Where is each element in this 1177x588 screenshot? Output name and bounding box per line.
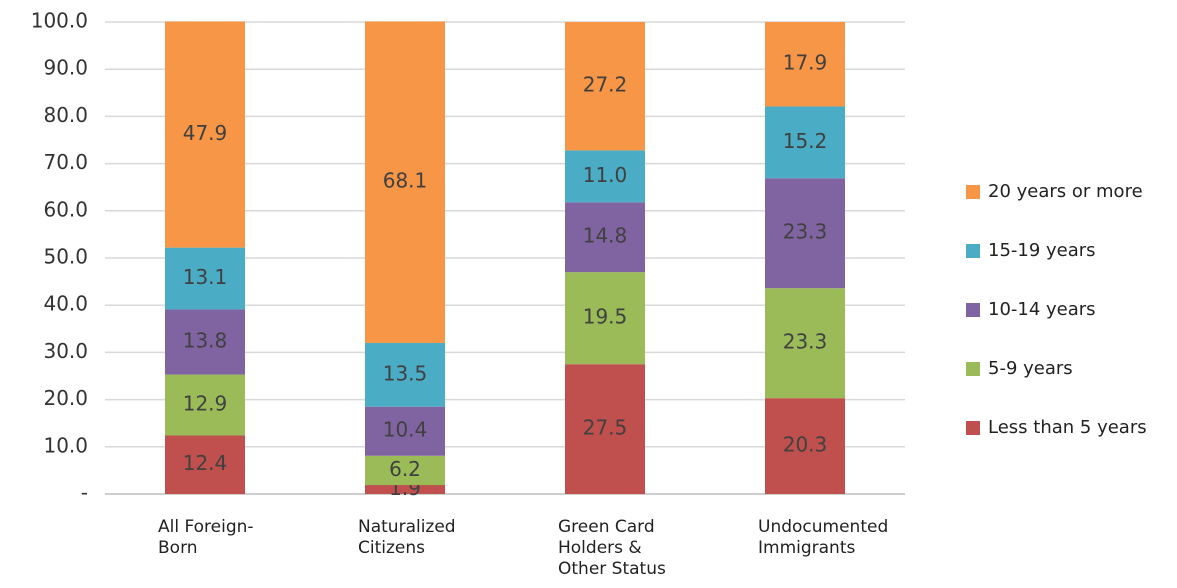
bar-segment <box>565 364 645 494</box>
legend-label: 20 years or more <box>988 181 1143 202</box>
legend-label: 15-19 years <box>988 240 1096 261</box>
data-label: 13.1 <box>183 265 228 289</box>
data-label: 23.3 <box>783 330 828 354</box>
bar-segment <box>565 272 645 365</box>
legend-label: Less than 5 years <box>988 417 1147 438</box>
x-tick-label: Undocumented Immigrants <box>758 517 889 558</box>
legend-label: 10-14 years <box>988 299 1096 320</box>
bar-segment <box>365 406 445 456</box>
x-tick-label: Green Card Holders & Other Status <box>558 517 666 579</box>
data-label: 20.3 <box>783 433 828 457</box>
legend-swatch <box>966 421 980 435</box>
bar-segment <box>765 398 845 494</box>
bar-segment <box>365 455 445 486</box>
bar-segment <box>765 178 845 289</box>
data-label: 27.5 <box>583 416 628 440</box>
bar-segment <box>165 309 245 375</box>
bar-segment <box>565 150 645 203</box>
y-tick-label: 80.0 <box>43 103 88 127</box>
x-tick-label: All Foreign-Born <box>158 517 254 558</box>
y-tick-label: 20.0 <box>43 386 88 410</box>
bar-segment <box>765 288 845 399</box>
y-tick-label: 70.0 <box>43 150 88 174</box>
legend-swatch <box>966 185 980 199</box>
data-label: 11.0 <box>583 163 628 187</box>
legend-swatch <box>966 244 980 258</box>
data-label: 15.2 <box>783 129 828 153</box>
y-tick-label: 90.0 <box>43 56 88 80</box>
data-label: 13.8 <box>183 329 228 353</box>
bar-segment <box>365 342 445 407</box>
data-label: 19.5 <box>583 305 628 329</box>
data-label: 23.3 <box>783 220 828 244</box>
y-tick-label: 10.0 <box>43 433 88 457</box>
y-tick-label: 40.0 <box>43 292 88 316</box>
bar-segment <box>165 247 245 310</box>
bar-segment <box>565 202 645 273</box>
data-label: 27.2 <box>583 73 628 97</box>
data-label: 68.1 <box>383 169 428 193</box>
bar-segment <box>165 435 245 494</box>
y-tick-label: 30.0 <box>43 339 88 363</box>
data-label: 12.4 <box>183 451 228 475</box>
data-label: 17.9 <box>783 51 828 75</box>
bar-segment <box>365 21 445 343</box>
legend-swatch <box>966 362 980 376</box>
bar-segment <box>165 374 245 436</box>
data-label: 6.2 <box>389 457 421 481</box>
data-label: 10.4 <box>383 418 428 442</box>
data-label: 47.9 <box>183 121 228 145</box>
y-tick-label: 60.0 <box>43 197 88 221</box>
y-tick-label: 50.0 <box>43 245 88 269</box>
data-label: 14.8 <box>583 224 628 248</box>
legend-label: 5-9 years <box>988 358 1073 379</box>
y-tick-label: - <box>81 481 88 505</box>
data-label: 12.9 <box>183 392 228 416</box>
y-tick-label: 100.0 <box>31 9 88 33</box>
x-tick-label: Naturalized Citizens <box>358 517 456 558</box>
bar-segment <box>165 21 245 248</box>
bar-segment <box>365 485 445 494</box>
bar-segment <box>565 22 645 151</box>
bar-segment <box>765 22 845 107</box>
bar-segment <box>765 106 845 179</box>
data-label: 13.5 <box>383 361 428 385</box>
legend-swatch <box>966 303 980 317</box>
